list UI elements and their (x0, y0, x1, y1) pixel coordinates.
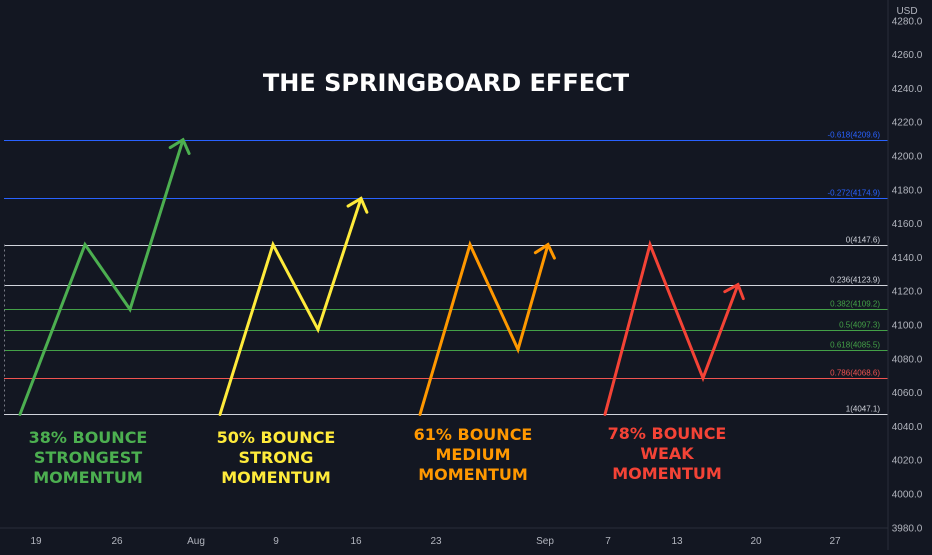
y-tick-label: 4120.0 (892, 287, 923, 298)
x-tick-label: 13 (671, 536, 683, 547)
y-tick-label: 4080.0 (892, 354, 923, 365)
fib-level-label: -0.272(4174.9) (828, 189, 881, 198)
annotation-text: STRONG (239, 448, 314, 467)
annotation-text: MOMENTUM (612, 464, 722, 483)
annotation-text: 38% BOUNCE (29, 428, 148, 447)
y-tick-label: 4200.0 (892, 152, 923, 163)
y-tick-label: 4280.0 (892, 16, 923, 27)
x-tick-label: 27 (829, 536, 841, 547)
annotation-text: MOMENTUM (33, 468, 143, 487)
y-tick-label: 4140.0 (892, 253, 923, 264)
x-tick-label: 7 (605, 536, 611, 547)
annotation-text: 61% BOUNCE (414, 425, 533, 444)
fib-level-label: 0.236(4123.9) (830, 276, 880, 285)
x-tick-label: Aug (187, 536, 205, 547)
y-tick-label: 3980.0 (892, 523, 923, 534)
y-tick-label: 4180.0 (892, 185, 923, 196)
annotation-text: MOMENTUM (418, 465, 528, 484)
y-tick-label: 4020.0 (892, 456, 923, 467)
currency-label: USD (896, 6, 917, 17)
x-tick-label: 9 (273, 536, 279, 547)
fib-level-label: 0.618(4085.5) (830, 341, 880, 350)
x-tick-label: Sep (536, 536, 554, 547)
fib-level-label: 0.5(4097.3) (839, 321, 880, 330)
annotation-text: STRONGEST (34, 448, 142, 467)
y-tick-label: 4160.0 (892, 219, 923, 230)
x-tick-label: 16 (350, 536, 362, 547)
y-tick-label: 4000.0 (892, 490, 923, 501)
fib-level-label: 0.786(4068.6) (830, 369, 880, 378)
fib-level-label: 0.382(4109.2) (830, 300, 880, 309)
fib-level-label: -0.618(4209.6) (828, 131, 881, 140)
annotation-text: 78% BOUNCE (608, 424, 727, 443)
y-tick-label: 4220.0 (892, 118, 923, 129)
fib-level-label: 1(4047.1) (846, 405, 881, 414)
annotation-text: MEDIUM (436, 445, 511, 464)
y-tick-label: 4100.0 (892, 321, 923, 332)
annotation-text: WEAK (640, 444, 694, 463)
x-tick-label: 19 (30, 536, 42, 547)
y-tick-label: 4260.0 (892, 50, 923, 61)
annotation-text: MOMENTUM (221, 468, 331, 487)
x-tick-label: 26 (111, 536, 123, 547)
y-tick-label: 4040.0 (892, 422, 923, 433)
annotation-text: 50% BOUNCE (217, 428, 336, 447)
x-tick-label: 20 (750, 536, 762, 547)
y-tick-label: 4060.0 (892, 388, 923, 399)
chart-title: THE SPRINGBOARD EFFECT (263, 69, 630, 97)
y-tick-label: 4240.0 (892, 84, 923, 95)
fib-level-label: 0(4147.6) (846, 236, 881, 245)
x-tick-label: 23 (430, 536, 442, 547)
